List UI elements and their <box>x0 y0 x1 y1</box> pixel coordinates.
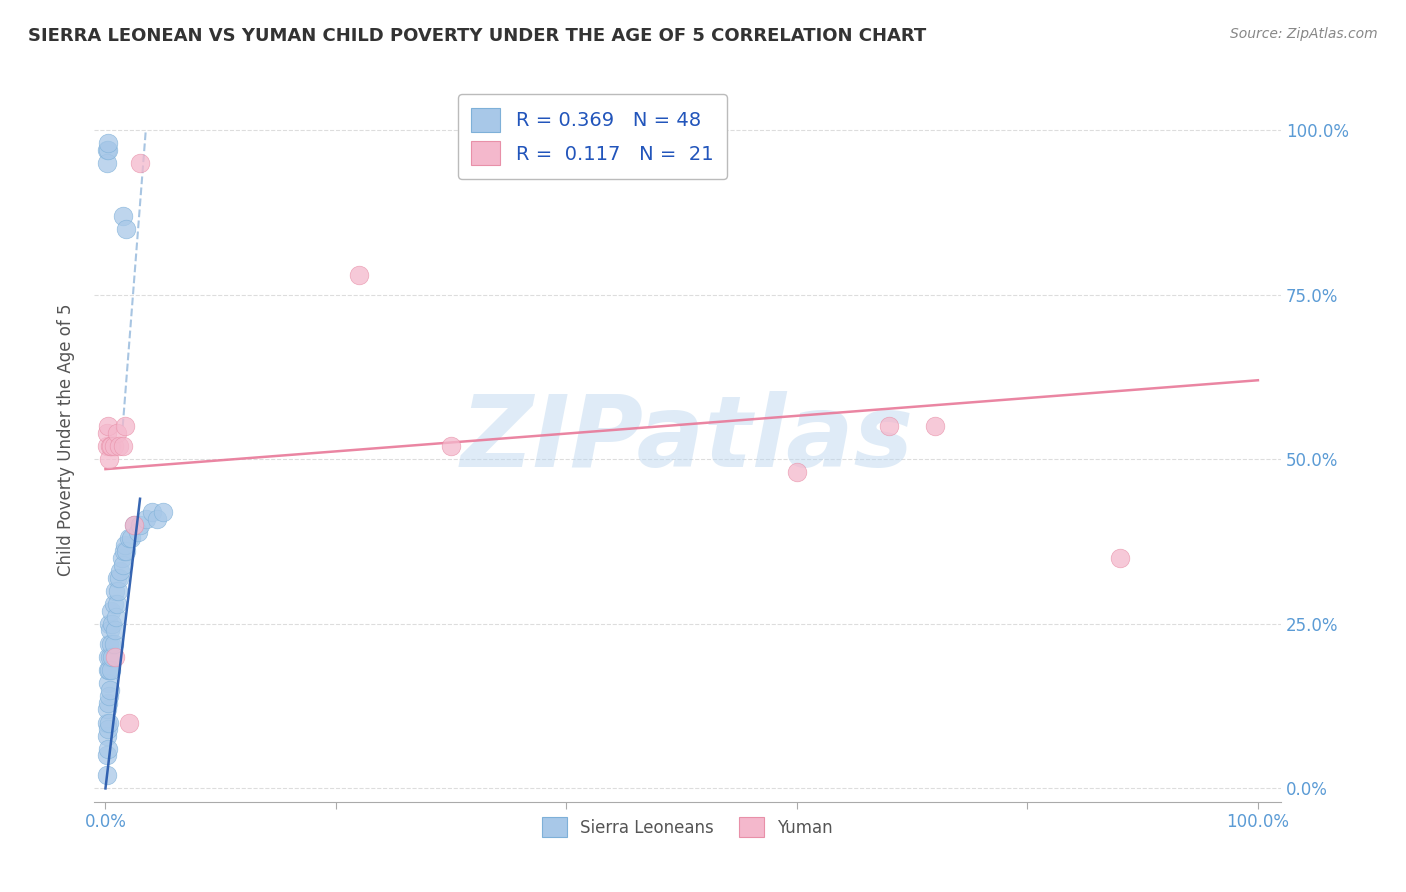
Point <box>97 676 120 690</box>
Point <box>96 439 118 453</box>
Point <box>135 511 157 525</box>
Point <box>129 518 152 533</box>
Point <box>122 518 145 533</box>
Point <box>97 452 120 467</box>
Point <box>111 209 134 223</box>
Point <box>440 439 463 453</box>
Point <box>141 505 163 519</box>
Legend: Sierra Leoneans, Yuman: Sierra Leoneans, Yuman <box>536 810 839 844</box>
Point <box>924 419 946 434</box>
Point <box>96 156 118 170</box>
Point <box>103 439 125 453</box>
Point <box>110 564 132 578</box>
Point <box>97 136 120 151</box>
Point <box>108 439 131 453</box>
Point <box>110 551 132 566</box>
Point <box>101 616 124 631</box>
Point <box>96 702 118 716</box>
Point <box>101 649 124 664</box>
Point <box>97 637 120 651</box>
Point <box>97 663 120 677</box>
Point <box>111 558 134 572</box>
Point <box>104 583 127 598</box>
Point <box>98 624 121 638</box>
Point <box>104 624 127 638</box>
Text: Source: ZipAtlas.com: Source: ZipAtlas.com <box>1230 27 1378 41</box>
Point <box>108 571 131 585</box>
Point <box>96 143 118 157</box>
Point <box>114 419 136 434</box>
Point <box>98 682 121 697</box>
Point <box>97 663 120 677</box>
Point <box>122 518 145 533</box>
Point <box>97 696 120 710</box>
Point <box>115 222 138 236</box>
Point <box>96 425 118 440</box>
Point <box>97 419 120 434</box>
Point <box>100 604 122 618</box>
Point <box>100 663 122 677</box>
Point <box>100 439 122 453</box>
Point <box>104 610 127 624</box>
Point <box>105 597 128 611</box>
Point <box>97 722 120 736</box>
Point <box>103 637 125 651</box>
Point <box>98 439 121 453</box>
Point <box>96 729 118 743</box>
Point <box>97 649 120 664</box>
Point <box>877 419 900 434</box>
Point <box>114 538 136 552</box>
Point <box>111 439 134 453</box>
Point <box>100 637 122 651</box>
Point <box>347 268 370 282</box>
Point <box>97 690 120 704</box>
Point <box>105 425 128 440</box>
Point <box>98 649 121 664</box>
Point <box>96 748 118 763</box>
Point <box>120 531 142 545</box>
Point <box>96 715 118 730</box>
Point <box>103 597 125 611</box>
Point <box>127 524 149 539</box>
Point <box>97 742 120 756</box>
Text: ZIPatlas: ZIPatlas <box>461 391 914 488</box>
Point <box>96 768 118 782</box>
Point <box>129 156 152 170</box>
Point <box>112 544 135 558</box>
Point <box>1108 551 1130 566</box>
Text: SIERRA LEONEAN VS YUMAN CHILD POVERTY UNDER THE AGE OF 5 CORRELATION CHART: SIERRA LEONEAN VS YUMAN CHILD POVERTY UN… <box>28 27 927 45</box>
Point <box>146 511 169 525</box>
Point <box>97 715 120 730</box>
Point <box>152 505 174 519</box>
Point <box>786 466 808 480</box>
Point <box>97 616 120 631</box>
Point <box>104 649 127 664</box>
Point <box>115 544 138 558</box>
Y-axis label: Child Poverty Under the Age of 5: Child Poverty Under the Age of 5 <box>58 303 75 575</box>
Point <box>97 143 120 157</box>
Point <box>105 571 128 585</box>
Point <box>117 531 139 545</box>
Point <box>117 715 139 730</box>
Point <box>107 583 129 598</box>
